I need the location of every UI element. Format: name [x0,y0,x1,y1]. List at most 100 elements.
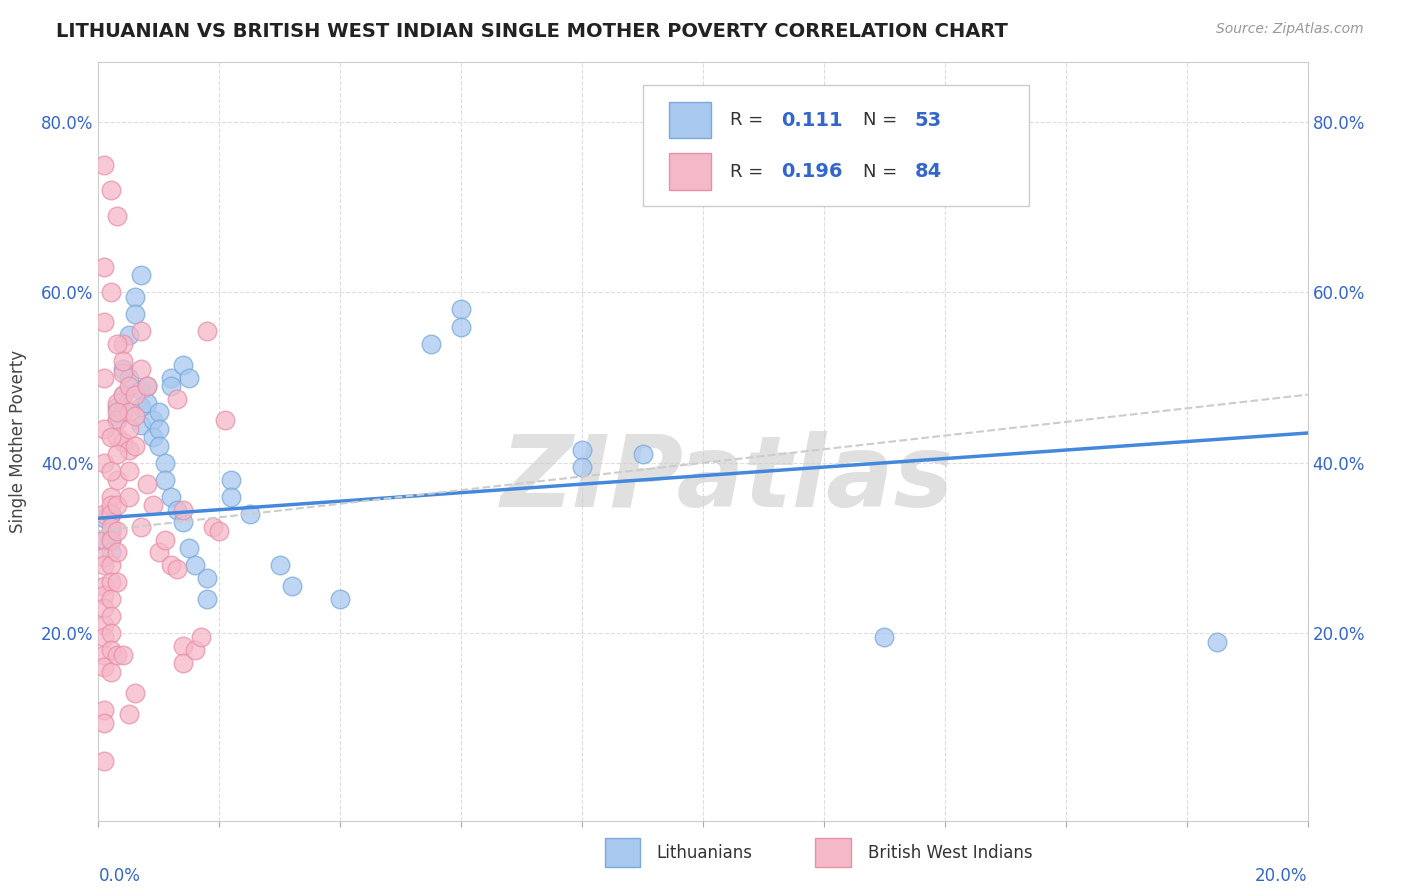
Point [172,502,194,516]
Point [100,533,122,547]
Point [93,588,115,602]
Point [208,524,231,538]
Point [202,520,225,534]
Point [100,507,122,521]
Point [100,520,122,534]
Point [450,302,472,317]
Point [195,571,218,585]
Point [129,401,152,415]
Point [100,430,122,444]
Point [118,490,141,504]
Point [93,422,115,436]
Point [111,387,134,401]
Point [93,511,115,525]
Point [118,379,141,393]
Point [100,558,122,572]
Point [166,562,188,576]
Point [100,524,122,538]
Point [100,285,122,300]
Point [142,430,165,444]
Point [111,353,134,368]
Point [129,417,152,432]
Point [135,379,157,393]
Point [93,754,115,768]
Point [105,575,128,590]
Point [118,370,141,384]
Text: R =: R = [730,162,763,180]
Point [184,558,207,572]
Point [118,443,141,458]
Point [1206,634,1229,648]
Point [135,477,157,491]
Point [172,516,194,530]
Point [135,379,157,393]
Point [124,409,146,423]
Point [221,473,243,487]
Point [190,631,212,645]
Point [100,575,122,590]
Point [105,336,128,351]
Y-axis label: Single Mother Poverty: Single Mother Poverty [10,350,27,533]
Point [111,336,134,351]
Text: R =: R = [730,112,763,129]
Point [105,209,128,223]
Point [148,405,170,419]
Point [195,324,218,338]
Point [214,413,236,427]
Point [111,387,134,401]
FancyBboxPatch shape [815,838,851,867]
Point [93,370,115,384]
Point [124,387,146,401]
FancyBboxPatch shape [605,838,640,867]
Point [221,490,243,504]
Point [166,392,188,406]
Point [118,405,141,419]
Point [93,703,115,717]
Text: LITHUANIAN VS BRITISH WEST INDIAN SINGLE MOTHER POVERTY CORRELATION CHART: LITHUANIAN VS BRITISH WEST INDIAN SINGLE… [56,22,1008,41]
Point [118,422,141,436]
Point [93,315,115,329]
Point [93,617,115,632]
Point [124,686,146,700]
Point [179,541,201,555]
Point [111,434,134,449]
Text: Lithuanians: Lithuanians [657,844,752,862]
Point [172,656,194,670]
Point [100,665,122,679]
Point [100,609,122,624]
Point [93,600,115,615]
Point [118,328,141,343]
Point [105,413,128,427]
Point [93,507,115,521]
Point [105,524,128,538]
Point [148,545,170,559]
Point [160,490,183,504]
Point [129,324,152,338]
Point [184,643,207,657]
Point [100,545,122,559]
FancyBboxPatch shape [669,102,711,138]
Text: 84: 84 [915,162,942,181]
Point [420,336,443,351]
Point [93,456,115,470]
Point [100,490,122,504]
Point [166,502,188,516]
Point [100,183,122,197]
FancyBboxPatch shape [669,153,711,190]
Point [100,464,122,478]
Text: 53: 53 [915,111,942,129]
Point [105,401,128,415]
Point [172,358,194,372]
Point [111,648,134,662]
Text: N =: N = [863,112,897,129]
Point [269,558,291,572]
Point [105,396,128,410]
Point [105,473,128,487]
Point [105,447,128,461]
Point [93,533,115,547]
Point [148,422,170,436]
Text: 0.196: 0.196 [782,162,844,181]
Point [111,405,134,419]
Point [160,558,183,572]
Point [148,439,170,453]
